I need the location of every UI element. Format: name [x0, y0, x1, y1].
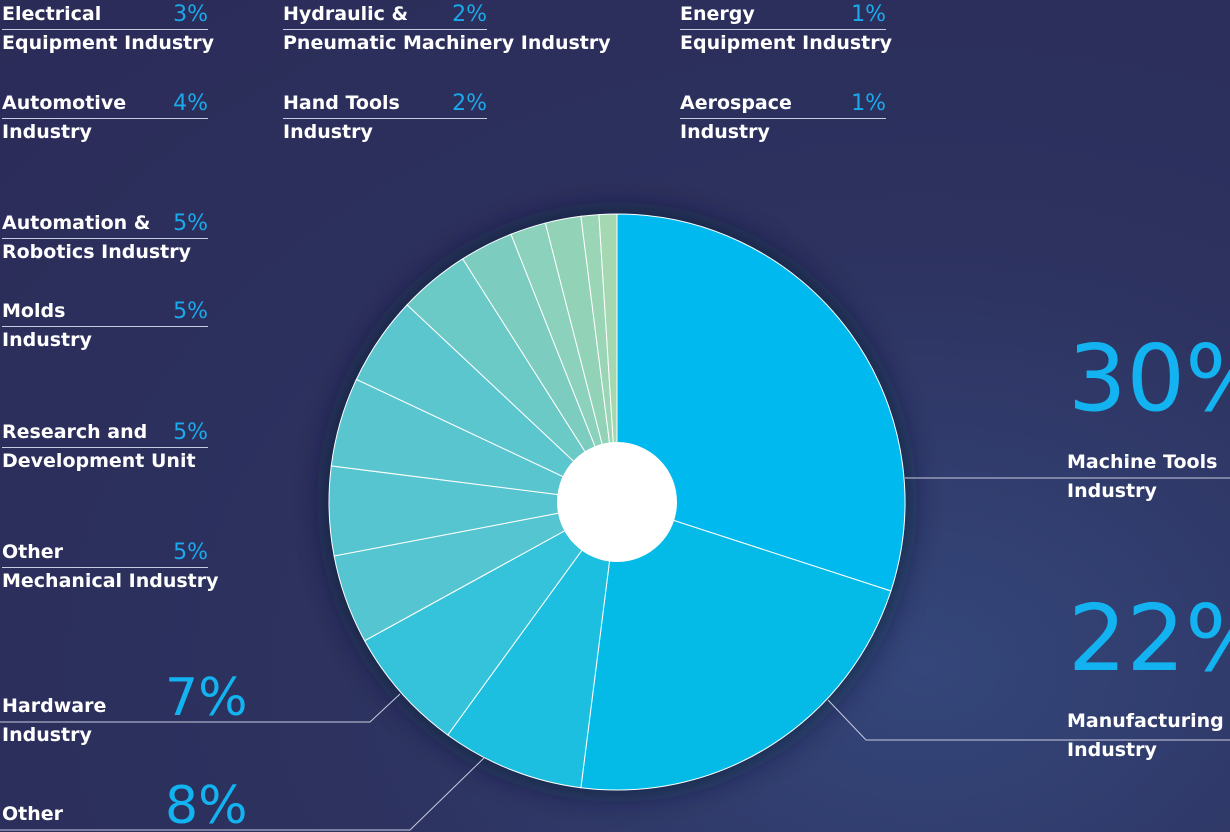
category-label: 1% Energy Equipment Industry — [680, 0, 895, 58]
category-name: Manufacturing Industry — [1067, 710, 1224, 761]
category-name: Research and Development Unit — [2, 421, 196, 472]
category-name: Hand Tools Industry — [283, 92, 400, 143]
category-label: 5% Research and Development Unit — [2, 418, 208, 476]
pie-slice — [616, 213, 906, 592]
category-name: Electrical Equipment Industry — [2, 3, 214, 54]
value-label: 5% — [173, 299, 208, 324]
category-name: Aerospace Industry — [680, 92, 792, 143]
value-label: 4% — [173, 91, 208, 116]
leader-line — [0, 756, 486, 831]
category-label: 5% Molds Industry — [2, 297, 208, 355]
value-label: 7% — [165, 668, 248, 728]
value-label: 1% — [851, 91, 886, 116]
category-name: Molds Industry — [2, 300, 92, 351]
value-label: 1% — [851, 2, 886, 27]
value-label: 5% — [173, 211, 208, 236]
value-label: 5% — [173, 540, 208, 565]
category-label: 5% Other Mechanical Industry — [2, 538, 222, 596]
value-label: 30% — [1068, 325, 1230, 432]
underline — [2, 29, 208, 30]
category-label: 2% Hand Tools Industry — [283, 89, 489, 147]
pie-slice — [363, 501, 618, 736]
value-label: 8% — [165, 776, 248, 832]
category-name: Automotive Industry — [2, 92, 127, 143]
value-label: 2% — [452, 91, 487, 116]
category-label: 3% Electrical Equipment Industry — [2, 0, 222, 58]
category-name: Machine Tools Industry — [1067, 451, 1218, 502]
value-label: 5% — [173, 420, 208, 445]
underline — [2, 118, 208, 119]
leader-lines — [0, 477, 1230, 831]
category-label: 1% Aerospace Industry — [680, 89, 886, 147]
pie — [328, 213, 906, 791]
underline — [283, 118, 487, 119]
pie-slice — [447, 501, 618, 789]
pie-slice — [598, 213, 618, 503]
value-label: 2% — [452, 2, 487, 27]
underline — [680, 118, 886, 119]
underline — [2, 238, 208, 239]
underline — [680, 29, 886, 30]
category-name: Other — [2, 803, 64, 825]
underline — [2, 326, 208, 327]
category-name: Energy Equipment Industry — [680, 3, 892, 54]
underline — [2, 447, 208, 448]
category-name: Other Mechanical Industry — [2, 541, 219, 592]
underline — [283, 29, 487, 30]
underline — [2, 567, 208, 568]
pie-slice — [580, 501, 892, 791]
category-label: 5% Automation & Robotics Industry — [2, 209, 208, 267]
pie-hole — [557, 442, 677, 562]
leader-line — [827, 699, 1230, 741]
value-label: 3% — [173, 2, 208, 27]
leader-line — [0, 693, 401, 723]
category-name: Automation & Robotics Industry — [2, 212, 191, 263]
category-name: Hydraulic & Pneumatic Machinery Industry — [283, 3, 611, 54]
value-label: 22% — [1068, 585, 1230, 692]
category-name: Hardware Industry — [2, 695, 107, 746]
category-label: 2% Hydraulic & Pneumatic Machinery Indust… — [283, 0, 613, 58]
category-label: 4% Automotive Industry — [2, 89, 208, 147]
